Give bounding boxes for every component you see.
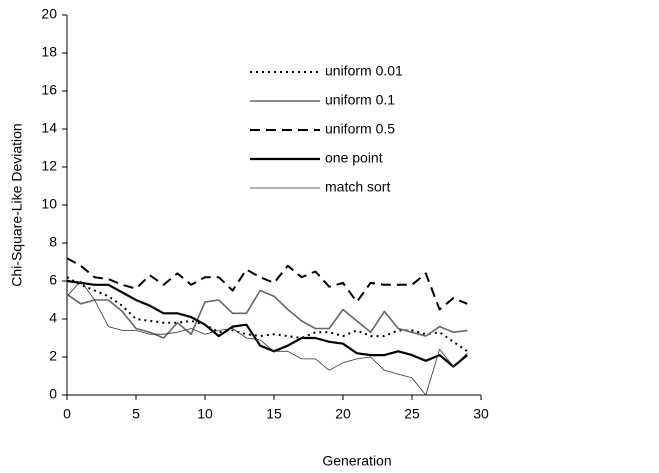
series-line: [66, 289, 468, 339]
y-tick-label: 6: [49, 272, 57, 288]
y-tick-label: 8: [49, 234, 57, 250]
y-tick-label: 10: [41, 196, 57, 212]
legend-label: uniform 0.01: [325, 63, 403, 79]
x-tick-label: 15: [266, 406, 282, 422]
series-line: [66, 280, 468, 396]
x-tick-label: 30: [473, 406, 489, 422]
series-line: [66, 279, 468, 368]
x-tick-label: 20: [335, 406, 351, 422]
y-tick-label: 2: [49, 348, 57, 364]
y-tick-label: 0: [49, 386, 57, 402]
y-tick-label: 16: [41, 82, 57, 98]
legend-label: match sort: [325, 179, 390, 195]
x-tick-label: 10: [197, 406, 213, 422]
legend-label: uniform 0.1: [325, 92, 395, 108]
x-tick-label: 5: [132, 406, 140, 422]
y-axis-label: Chi-Square-Like Deviation: [9, 123, 25, 286]
y-tick-label: 20: [41, 6, 57, 22]
series-line: [66, 257, 468, 311]
series-line: [66, 276, 468, 353]
y-tick-label: 14: [41, 120, 57, 136]
x-axis-label: Generation: [322, 453, 391, 469]
x-tick-label: 25: [404, 406, 420, 422]
x-tick-label: 0: [63, 406, 71, 422]
y-tick-label: 12: [41, 158, 57, 174]
legend-label: one point: [325, 150, 383, 166]
legend-label: uniform 0.5: [325, 121, 395, 137]
y-tick-label: 4: [49, 310, 57, 326]
y-tick-label: 18: [41, 44, 57, 60]
